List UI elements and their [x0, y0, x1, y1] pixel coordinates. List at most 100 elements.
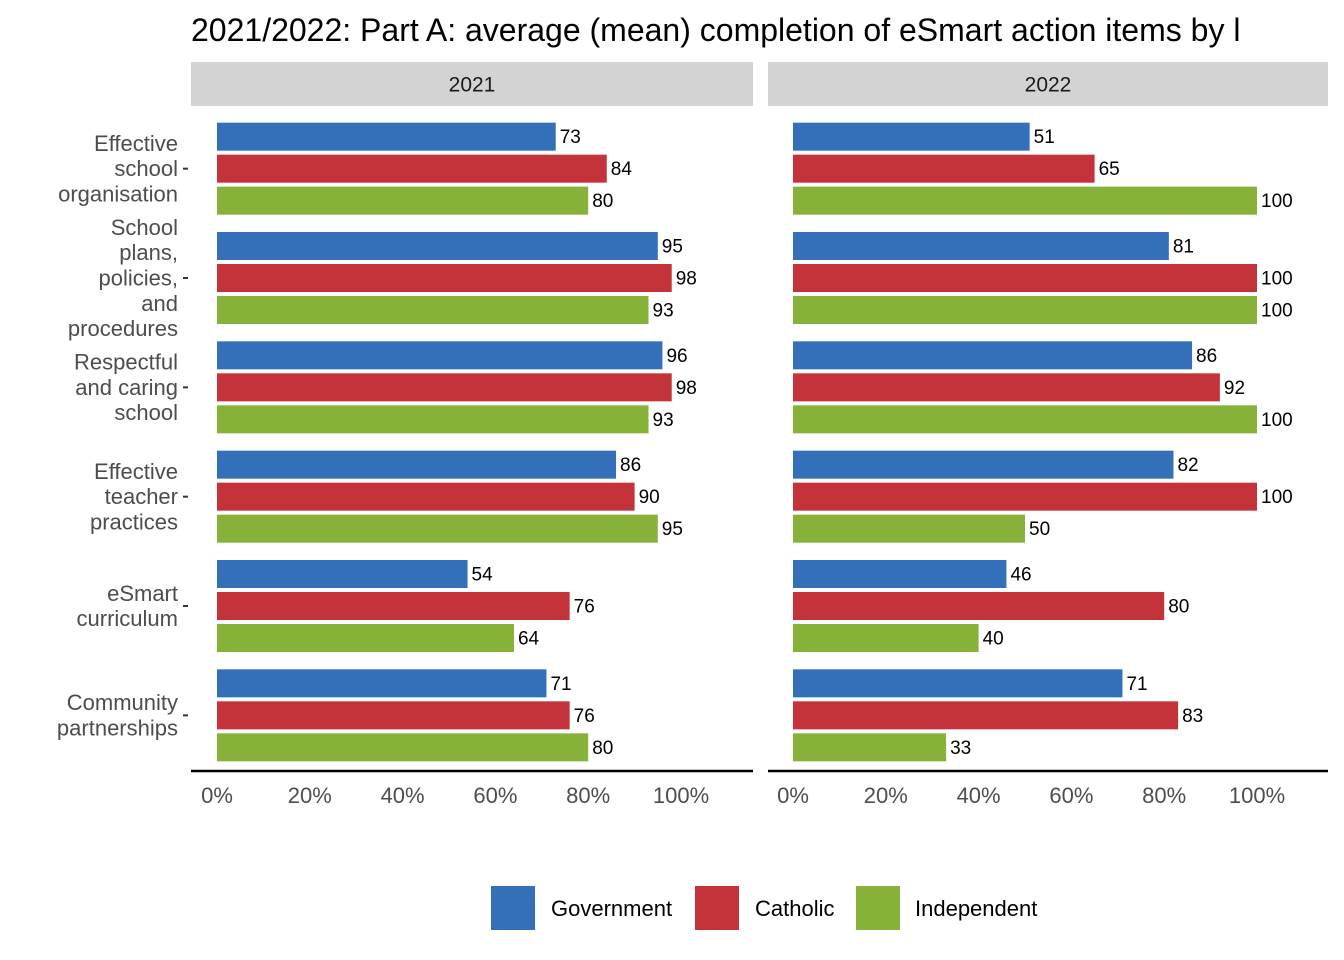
legend-key-catholic	[695, 886, 739, 930]
x-tick-label: 0%	[201, 783, 233, 808]
x-tick-label: 100%	[1229, 783, 1285, 808]
bar-independent	[217, 405, 649, 434]
data-label: 95	[662, 237, 683, 258]
y-tick-label: teacher	[105, 484, 178, 509]
bar-independent	[793, 514, 1025, 543]
y-tick-label: School	[111, 215, 178, 240]
x-tick-label: 60%	[473, 783, 517, 808]
bar-catholic	[217, 701, 570, 730]
bar-government	[793, 450, 1174, 479]
data-label: 76	[574, 597, 595, 618]
y-tick-label: plans,	[119, 240, 178, 265]
data-label: 93	[653, 301, 674, 322]
y-tick-label: and	[141, 291, 178, 316]
x-tick-label: 20%	[288, 783, 332, 808]
y-tick-label: curriculum	[77, 606, 178, 631]
x-tick-label: 40%	[381, 783, 425, 808]
bar-catholic	[793, 264, 1257, 292]
data-label: 100	[1261, 487, 1293, 508]
bar-independent	[217, 514, 658, 543]
bar-independent	[217, 296, 649, 324]
y-tick-label: school	[114, 400, 178, 425]
data-label: 33	[950, 738, 971, 759]
legend-key-government	[491, 886, 535, 930]
data-label: 93	[653, 410, 674, 431]
bar-government	[793, 669, 1123, 698]
y-tick-label: school	[114, 156, 178, 181]
bar-government	[793, 122, 1030, 151]
bar-government	[217, 232, 658, 260]
data-label: 84	[611, 159, 633, 180]
data-label: 54	[472, 565, 494, 586]
bar-independent	[793, 405, 1257, 434]
bar-government	[217, 560, 468, 588]
facet-strip	[191, 62, 753, 106]
data-label: 98	[676, 378, 697, 399]
bar-catholic	[217, 592, 570, 620]
y-tick-label: Effective	[94, 131, 178, 156]
bar-catholic	[793, 482, 1257, 511]
bar-catholic	[793, 373, 1220, 402]
data-label: 46	[1010, 565, 1031, 586]
y-tick-label: and caring	[75, 375, 178, 400]
y-tick-label: practices	[90, 509, 178, 534]
bar-independent	[217, 733, 589, 762]
bar-government	[217, 341, 663, 370]
legend-label: Catholic	[755, 896, 834, 921]
bar-catholic	[793, 592, 1165, 620]
data-label: 98	[676, 269, 697, 290]
data-label: 90	[639, 487, 660, 508]
x-tick-label: 40%	[957, 783, 1001, 808]
data-label: 73	[560, 127, 581, 148]
data-label: 65	[1099, 159, 1120, 180]
data-label: 86	[620, 455, 641, 476]
data-label: 50	[1029, 519, 1050, 540]
data-label: 80	[1168, 597, 1189, 618]
bar-catholic	[217, 373, 672, 402]
y-tick-label: organisation	[58, 181, 178, 206]
bar-government	[793, 560, 1007, 588]
bar-catholic	[793, 701, 1179, 730]
data-label: 100	[1261, 301, 1293, 322]
bar-catholic	[793, 154, 1095, 183]
x-tick-label: 80%	[1142, 783, 1186, 808]
data-label: 100	[1261, 269, 1293, 290]
y-tick-label: policies,	[99, 266, 178, 291]
facet-strip-label: 2022	[1025, 74, 1072, 97]
data-label: 64	[518, 629, 540, 650]
x-tick-label: 100%	[653, 783, 709, 808]
x-tick-label: 20%	[864, 783, 908, 808]
y-tick-label: procedures	[68, 316, 178, 341]
bar-independent	[793, 733, 947, 762]
bar-government	[793, 341, 1193, 370]
data-label: 80	[592, 191, 613, 212]
bar-catholic	[217, 154, 607, 183]
data-label: 40	[983, 629, 1004, 650]
data-label: 81	[1173, 237, 1194, 258]
bar-government	[217, 122, 556, 151]
bar-independent	[793, 624, 979, 652]
data-label: 51	[1034, 127, 1055, 148]
facet-strip	[768, 62, 1328, 106]
bar-government	[793, 232, 1169, 260]
data-label: 95	[662, 519, 683, 540]
data-label: 83	[1182, 706, 1203, 727]
bar-independent	[217, 186, 589, 215]
bar-government	[217, 669, 547, 698]
bar-independent	[793, 296, 1257, 324]
data-label: 71	[1126, 674, 1147, 695]
y-tick-label: Respectful	[74, 350, 178, 375]
legend-key-independent	[856, 886, 900, 930]
data-label: 71	[550, 674, 571, 695]
y-tick-label: Community	[67, 690, 178, 715]
y-tick-label: Effective	[94, 459, 178, 484]
data-label: 76	[574, 706, 595, 727]
chart-title: 2021/2022: Part A: average (mean) comple…	[191, 12, 1240, 48]
data-label: 96	[666, 346, 687, 367]
data-label: 100	[1261, 191, 1293, 212]
x-tick-label: 60%	[1049, 783, 1093, 808]
data-label: 92	[1224, 378, 1245, 399]
bar-independent	[217, 624, 514, 652]
